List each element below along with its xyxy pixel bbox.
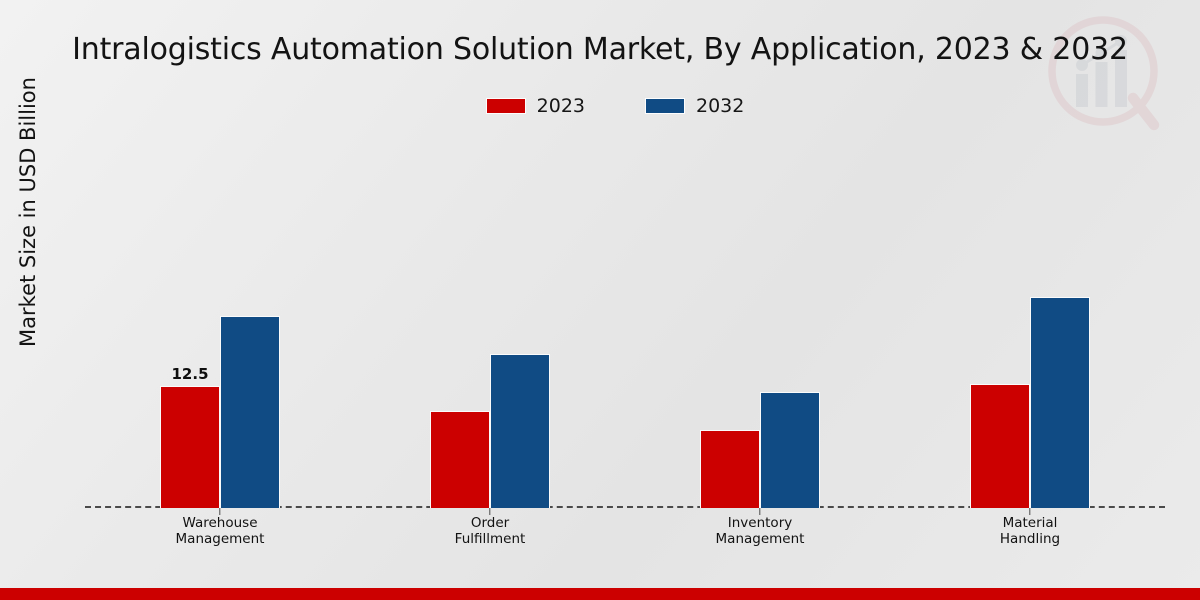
x-label-line-2: Management [175, 531, 265, 547]
bar-group-warehouse-management: 12.5 Warehouse Management [85, 130, 355, 547]
bar-2032-warehouse-management[interactable] [220, 316, 280, 508]
x-label-warehouse-management: Warehouse Management [176, 515, 265, 547]
bars-inventory-management [625, 130, 895, 508]
bar-2032-order-fulfillment[interactable] [490, 354, 550, 508]
bar-2023-inventory-management[interactable] [700, 430, 760, 508]
x-label-inventory-management: Inventory Management [716, 515, 805, 547]
x-label-order-fulfillment: Order Fulfillment [455, 515, 526, 547]
legend-swatch-2032 [645, 98, 685, 114]
bar-group-material-handling: Material Handling [895, 130, 1165, 547]
chart-legend: 2023 2032 [0, 95, 1200, 117]
x-label-line-1: Inventory [727, 515, 793, 531]
bar-2023-order-fulfillment[interactable] [430, 411, 490, 508]
chart-title: Intralogistics Automation Solution Marke… [72, 32, 1128, 67]
legend-swatch-2023 [485, 98, 526, 114]
bar-group-inventory-management: Inventory Management [625, 130, 895, 547]
x-tick-warehouse-management [219, 508, 221, 515]
x-tick-material-handling [1029, 508, 1031, 515]
x-label-line-2: Management [715, 531, 805, 547]
x-label-line-1: Material [1002, 515, 1058, 531]
x-label-line-1: Order [470, 515, 510, 531]
x-tick-order-fulfillment [489, 508, 491, 515]
legend-label-2032: 2032 [696, 95, 745, 117]
legend-item-2023[interactable]: 2023 [485, 95, 585, 117]
plot-area: 12.5 Warehouse Management Order [85, 130, 1165, 547]
legend-item-2032[interactable]: 2032 [645, 95, 744, 117]
x-label-line-2: Fulfillment [454, 531, 526, 547]
footer-accent-band [0, 588, 1200, 600]
bars-material-handling [895, 130, 1165, 508]
bar-groups: 12.5 Warehouse Management Order [85, 130, 1165, 547]
x-label-line-1: Warehouse [182, 515, 258, 531]
legend-label-2023: 2023 [536, 95, 585, 117]
bars-order-fulfillment [355, 130, 625, 508]
bar-2032-material-handling[interactable] [1030, 297, 1090, 508]
bar-group-order-fulfillment: Order Fulfillment [355, 130, 625, 547]
bar-2023-warehouse-management[interactable]: 12.5 [160, 365, 220, 508]
y-axis-title: Market Size in USD Billion [16, 77, 40, 347]
logo-watermark [1028, 0, 1178, 146]
x-label-material-handling: Material Handling [1000, 515, 1060, 547]
bar-value-label: 12.5 [171, 365, 209, 383]
x-tick-inventory-management [759, 508, 761, 515]
bar-2023-material-handling[interactable] [970, 384, 1030, 508]
bar-2032-inventory-management[interactable] [760, 392, 820, 508]
x-axis-baseline [85, 506, 1165, 508]
bars-warehouse-management: 12.5 [85, 130, 355, 508]
x-label-line-2: Handling [999, 531, 1061, 547]
